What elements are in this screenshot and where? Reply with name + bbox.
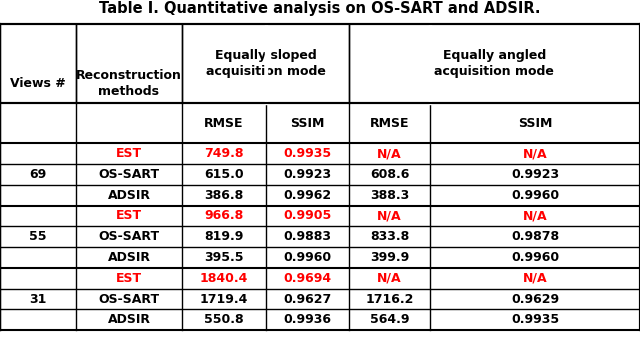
Text: EST: EST	[116, 147, 142, 160]
Text: Reconstruction
methods: Reconstruction methods	[76, 69, 182, 98]
Text: Table I. Quantitative analysis on OS-SART and ADSIR.: Table I. Quantitative analysis on OS-SAR…	[99, 1, 541, 16]
Text: 0.9923: 0.9923	[283, 168, 332, 181]
Text: 386.8: 386.8	[204, 189, 244, 202]
Text: ADSIR: ADSIR	[108, 251, 150, 264]
Text: 395.5: 395.5	[204, 251, 244, 264]
Text: 0.9960: 0.9960	[511, 189, 559, 202]
Text: ADSIR: ADSIR	[108, 313, 150, 326]
Text: 0.9905: 0.9905	[283, 210, 332, 222]
Text: SSIM: SSIM	[290, 117, 324, 129]
Text: 0.9960: 0.9960	[283, 251, 332, 264]
Text: ADSIR: ADSIR	[108, 189, 150, 202]
Text: Equally angled
acquisition mode: Equally angled acquisition mode	[435, 49, 554, 78]
Text: Equally sloped
acquisition mode: Equally sloped acquisition mode	[205, 49, 326, 78]
Text: 0.9935: 0.9935	[511, 313, 559, 326]
Text: 1840.4: 1840.4	[200, 272, 248, 285]
Text: 0.9962: 0.9962	[283, 189, 332, 202]
Text: 0.9923: 0.9923	[511, 168, 559, 181]
Text: 615.0: 615.0	[204, 168, 244, 181]
Text: 0.9694: 0.9694	[283, 272, 332, 285]
Text: 1716.2: 1716.2	[365, 293, 413, 306]
Text: 833.8: 833.8	[370, 230, 409, 243]
Text: 55: 55	[29, 230, 47, 243]
Text: EST: EST	[116, 210, 142, 222]
Text: 399.9: 399.9	[370, 251, 409, 264]
Text: 0.9878: 0.9878	[511, 230, 559, 243]
Text: N/A: N/A	[377, 272, 402, 285]
Text: 550.8: 550.8	[204, 313, 244, 326]
Text: RMSE: RMSE	[370, 117, 409, 129]
Text: 749.8: 749.8	[204, 147, 244, 160]
Text: 0.9936: 0.9936	[283, 313, 332, 326]
Text: EST: EST	[116, 272, 142, 285]
Text: 0.9960: 0.9960	[511, 251, 559, 264]
Text: 0.9627: 0.9627	[283, 293, 332, 306]
Text: 1719.4: 1719.4	[200, 293, 248, 306]
Text: N/A: N/A	[523, 147, 547, 160]
Text: RMSE: RMSE	[204, 117, 244, 129]
Text: N/A: N/A	[377, 147, 402, 160]
Text: Views #: Views #	[10, 77, 66, 90]
Text: OS-SART: OS-SART	[99, 230, 159, 243]
Text: 0.9935: 0.9935	[283, 147, 332, 160]
Text: 608.6: 608.6	[370, 168, 409, 181]
Text: N/A: N/A	[377, 210, 402, 222]
Text: 819.9: 819.9	[204, 230, 244, 243]
Text: 69: 69	[29, 168, 46, 181]
Text: 564.9: 564.9	[370, 313, 409, 326]
Text: 388.3: 388.3	[370, 189, 409, 202]
Text: 0.9629: 0.9629	[511, 293, 559, 306]
Text: OS-SART: OS-SART	[99, 293, 159, 306]
Text: 0.9883: 0.9883	[283, 230, 332, 243]
Text: 31: 31	[29, 293, 47, 306]
Text: N/A: N/A	[523, 272, 547, 285]
Text: OS-SART: OS-SART	[99, 168, 159, 181]
Text: SSIM: SSIM	[518, 117, 552, 129]
Text: 966.8: 966.8	[204, 210, 244, 222]
Text: N/A: N/A	[523, 210, 547, 222]
